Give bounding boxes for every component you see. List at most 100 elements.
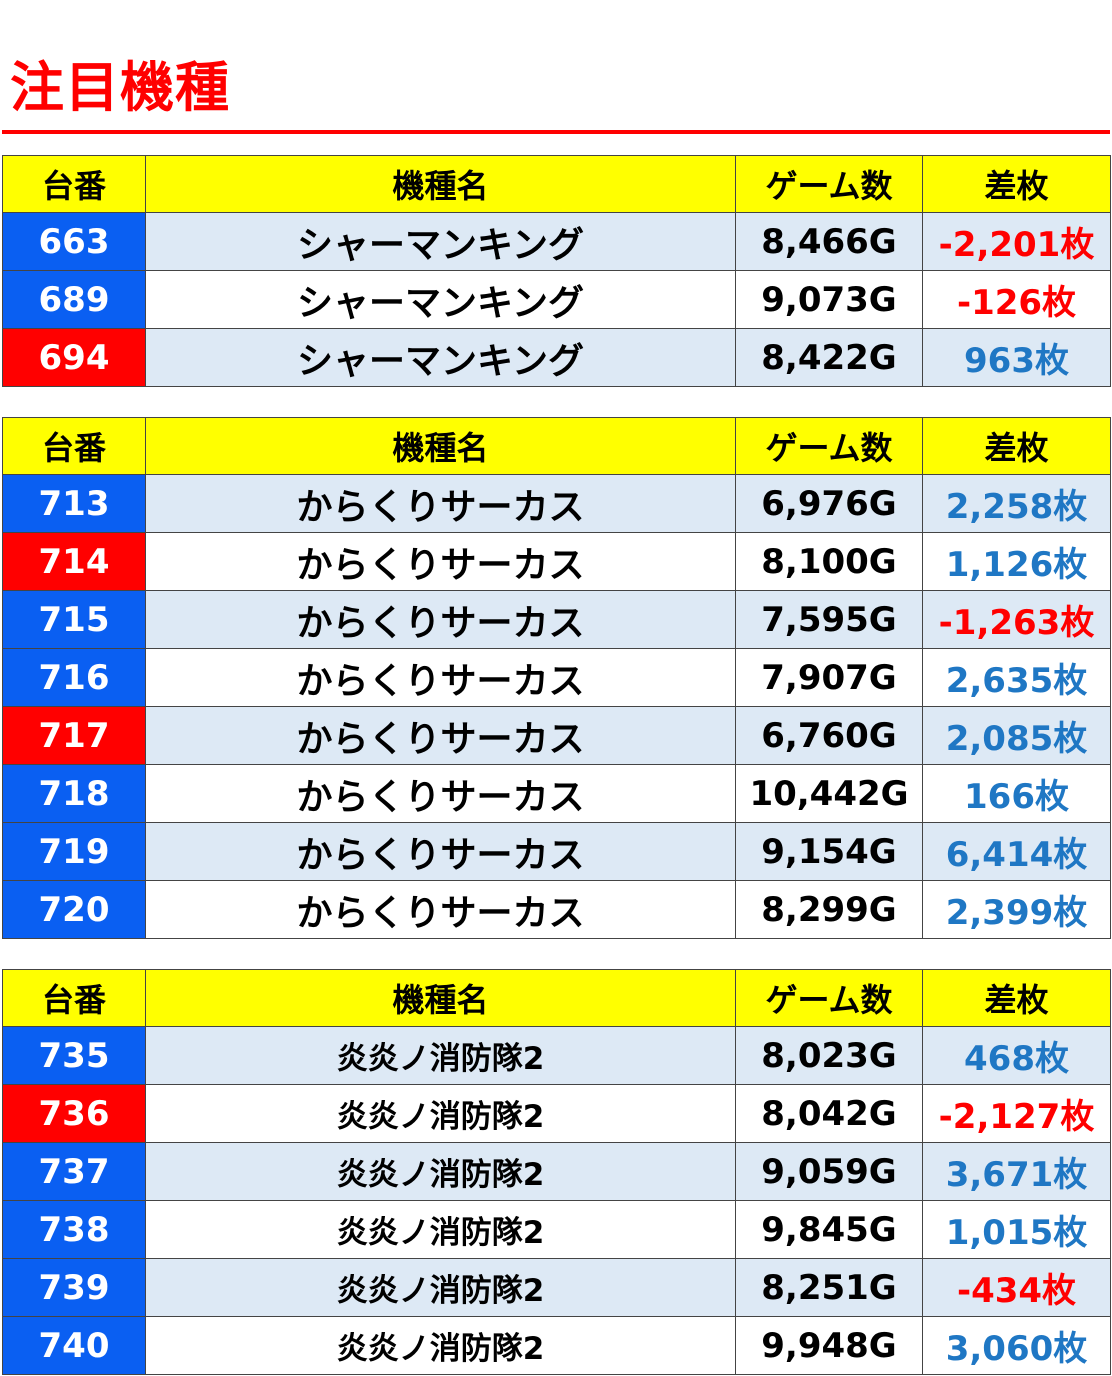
medal-difference: 2,399枚 [922,880,1111,939]
header-machine-name: 機種名 [145,969,736,1027]
header-number: 台番 [2,417,146,475]
game-count: 8,100G [735,532,923,591]
machine-name: からくりサーカス [145,532,736,591]
game-count: 8,023G [735,1026,923,1085]
machine-number: 719 [2,822,146,881]
table-row: 694 シャーマンキング 8,422G 963枚 [2,328,1111,387]
table-row: 735 炎炎ノ消防隊2 8,023G 468枚 [2,1026,1111,1085]
header-diff: 差枚 [922,155,1111,213]
machine-number: 689 [2,270,146,329]
medal-difference: -2,201枚 [922,212,1111,271]
machine-name: からくりサーカス [145,822,736,881]
machine-number: 738 [2,1200,146,1259]
machine-table-fire-force-2: 台番 機種名 ゲーム数 差枚 735 炎炎ノ消防隊2 8,023G 468枚 736 炎炎… [2,969,1111,1375]
game-count: 9,073G [735,270,923,329]
medal-difference: -1,263枚 [922,590,1111,649]
game-count: 8,299G [735,880,923,939]
machine-number: 737 [2,1142,146,1201]
machine-number: 714 [2,532,146,591]
game-count: 7,907G [735,648,923,707]
medal-difference: 963枚 [922,328,1111,387]
medal-difference: 166枚 [922,764,1111,823]
medal-difference: -126枚 [922,270,1111,329]
title-divider [2,130,1110,134]
table-header-row: 台番 機種名 ゲーム数 差枚 [2,417,1111,475]
machine-number: 694 [2,328,146,387]
table-row: 716 からくりサーカス 7,907G 2,635枚 [2,648,1111,707]
medal-difference: -2,127枚 [922,1084,1111,1143]
game-count: 9,154G [735,822,923,881]
machine-number: 716 [2,648,146,707]
header-diff: 差枚 [922,969,1111,1027]
table-row: 739 炎炎ノ消防隊2 8,251G -434枚 [2,1258,1111,1317]
medal-difference: 468枚 [922,1026,1111,1085]
game-count: 8,466G [735,212,923,271]
table-row: 718 からくりサーカス 10,442G 166枚 [2,764,1111,823]
machine-name: からくりサーカス [145,648,736,707]
game-count: 9,948G [735,1316,923,1375]
medal-difference: 1,126枚 [922,532,1111,591]
machine-name: からくりサーカス [145,706,736,765]
medal-difference: 6,414枚 [922,822,1111,881]
table-header-row: 台番 機種名 ゲーム数 差枚 [2,969,1111,1027]
machine-name: 炎炎ノ消防隊2 [145,1026,736,1085]
table-row: 738 炎炎ノ消防隊2 9,845G 1,015枚 [2,1200,1111,1259]
table-row: 736 炎炎ノ消防隊2 8,042G -2,127枚 [2,1084,1111,1143]
game-count: 8,042G [735,1084,923,1143]
machine-name: からくりサーカス [145,880,736,939]
machine-name: からくりサーカス [145,764,736,823]
table-body: 663 シャーマンキング 8,466G -2,201枚 689 シャーマンキング 9,073… [2,212,1111,387]
table-row: 713 からくりサーカス 6,976G 2,258枚 [2,474,1111,533]
header-machine-name: 機種名 [145,155,736,213]
game-count: 6,760G [735,706,923,765]
game-count: 9,845G [735,1200,923,1259]
machine-table-karakuri-circus: 台番 機種名 ゲーム数 差枚 713 からくりサーカス 6,976G 2,258枚 71… [2,417,1111,939]
table-row: 737 炎炎ノ消防隊2 9,059G 3,671枚 [2,1142,1111,1201]
medal-difference: 1,015枚 [922,1200,1111,1259]
game-count: 8,251G [735,1258,923,1317]
header-games: ゲーム数 [735,155,923,213]
medal-difference: -434枚 [922,1258,1111,1317]
table-row: 714 からくりサーカス 8,100G 1,126枚 [2,532,1111,591]
header-games: ゲーム数 [735,969,923,1027]
medal-difference: 2,635枚 [922,648,1111,707]
table-body: 735 炎炎ノ消防隊2 8,023G 468枚 736 炎炎ノ消防隊2 8,042G -2,1… [2,1026,1111,1375]
machine-number: 739 [2,1258,146,1317]
machine-name: からくりサーカス [145,474,736,533]
game-count: 8,422G [735,328,923,387]
table-row: 663 シャーマンキング 8,466G -2,201枚 [2,212,1111,271]
table-row: 719 からくりサーカス 9,154G 6,414枚 [2,822,1111,881]
header-number: 台番 [2,155,146,213]
machine-number: 717 [2,706,146,765]
page-title: 注目機種 [10,56,230,119]
medal-difference: 2,085枚 [922,706,1111,765]
table-body: 713 からくりサーカス 6,976G 2,258枚 714 からくりサーカス 8,100G… [2,474,1111,939]
machine-table-shaman-king: 台番 機種名 ゲーム数 差枚 663 シャーマンキング 8,466G -2,201枚 6… [2,155,1111,387]
table-row: 715 からくりサーカス 7,595G -1,263枚 [2,590,1111,649]
game-count: 9,059G [735,1142,923,1201]
machine-name: シャーマンキング [145,212,736,271]
machine-name: 炎炎ノ消防隊2 [145,1258,736,1317]
machine-name: シャーマンキング [145,270,736,329]
machine-number: 736 [2,1084,146,1143]
machine-name: からくりサーカス [145,590,736,649]
table-row: 720 からくりサーカス 8,299G 2,399枚 [2,880,1111,939]
medal-difference: 3,671枚 [922,1142,1111,1201]
machine-number: 713 [2,474,146,533]
machine-number: 663 [2,212,146,271]
table-row: 689 シャーマンキング 9,073G -126枚 [2,270,1111,329]
header-diff: 差枚 [922,417,1111,475]
medal-difference: 2,258枚 [922,474,1111,533]
machine-number: 718 [2,764,146,823]
machine-name: 炎炎ノ消防隊2 [145,1142,736,1201]
game-count: 6,976G [735,474,923,533]
machine-number: 735 [2,1026,146,1085]
header-number: 台番 [2,969,146,1027]
game-count: 7,595G [735,590,923,649]
machine-name: 炎炎ノ消防隊2 [145,1316,736,1375]
header-games: ゲーム数 [735,417,923,475]
medal-difference: 3,060枚 [922,1316,1111,1375]
game-count: 10,442G [735,764,923,823]
table-row: 717 からくりサーカス 6,760G 2,085枚 [2,706,1111,765]
machine-name: 炎炎ノ消防隊2 [145,1200,736,1259]
